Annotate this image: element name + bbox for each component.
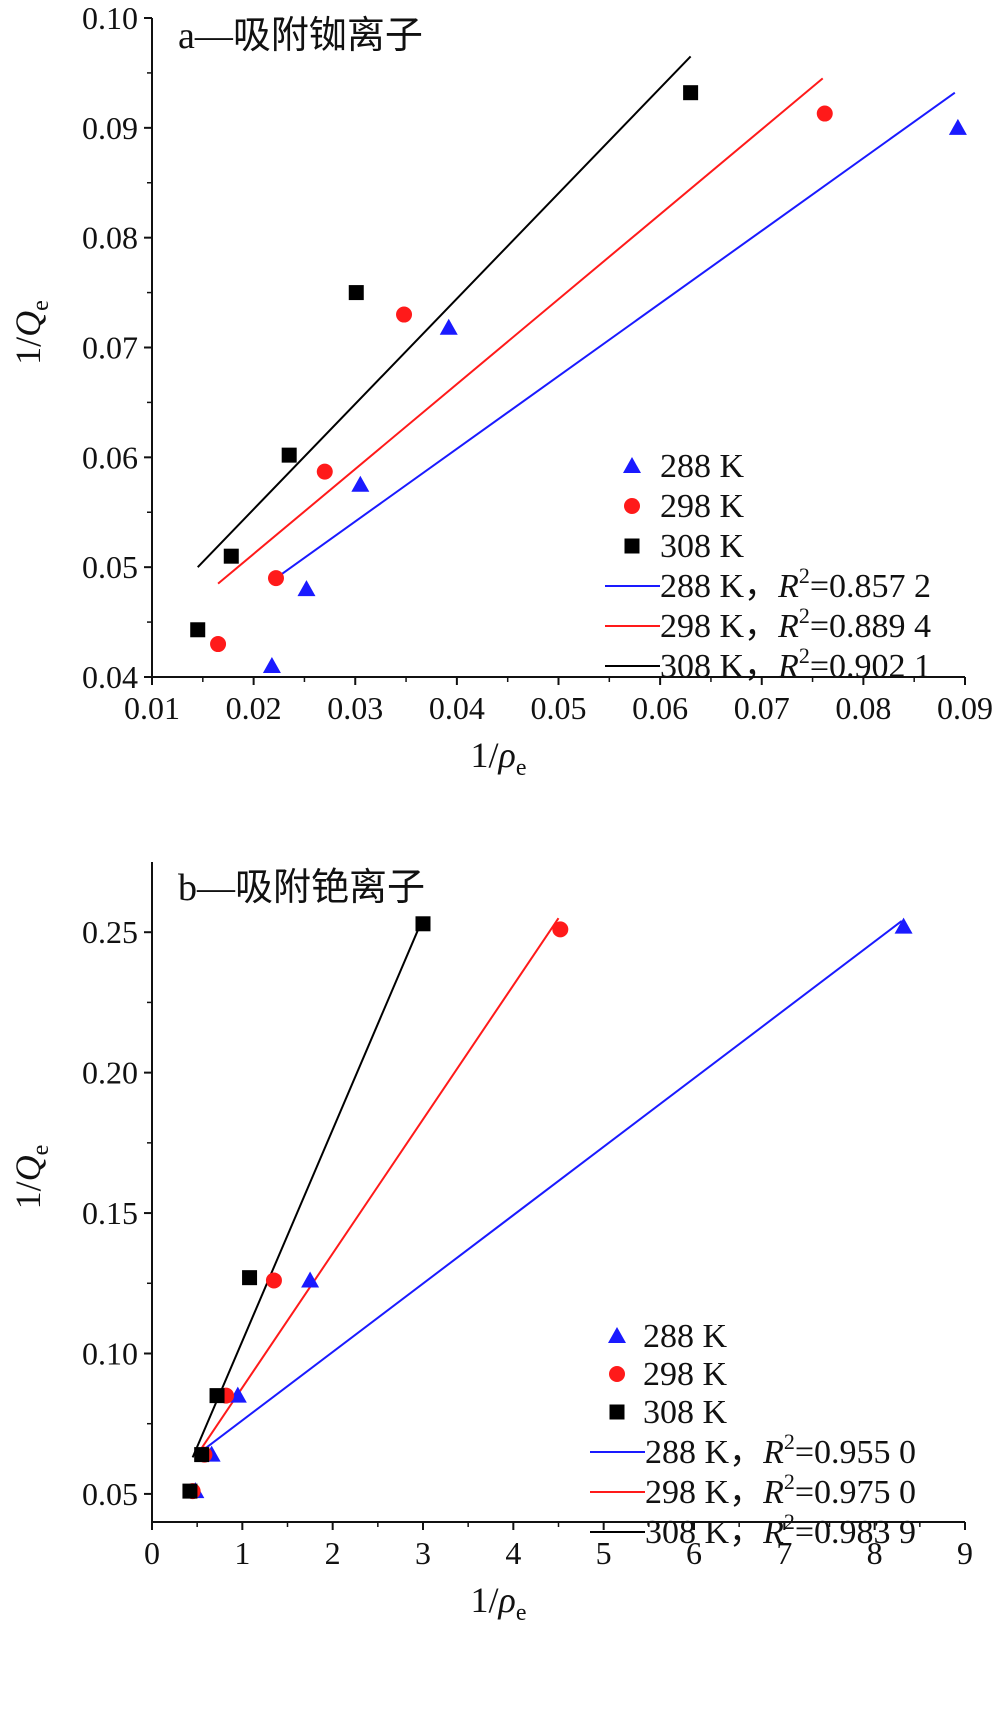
fit-line-308k [191,917,424,1458]
data-point-298k [210,636,227,653]
data-point-308k [194,1447,210,1463]
data-point-308k [182,1483,198,1499]
y-tick-label: 0.09 [82,110,138,146]
y-axis-label: 1/Qe [8,300,54,365]
panel-title: a—吸附铷离子 [178,15,423,57]
x-tick-label: 0.03 [327,690,383,726]
data-point-288k [297,580,316,597]
x-tick-label: 0.07 [734,690,790,726]
y-tick-label: 0.05 [82,549,138,585]
legend-fit-label: 288 K，R2=0.955 0 [645,1429,916,1471]
x-tick-label: 0.09 [937,690,993,726]
legend-marker [624,498,640,514]
data-point-308k [190,622,206,638]
y-tick-label: 0.04 [82,659,138,695]
x-tick-label: 0.06 [632,690,688,726]
y-tick-label: 0.25 [82,914,138,950]
legend-fit-label: 308 K，R2=0.983 9 [645,1509,916,1551]
data-point-308k [348,285,364,301]
legend-label: 308 K [643,1394,728,1431]
y-tick-label: 0.05 [82,1476,138,1512]
y-tick-label: 0.10 [82,0,138,36]
data-point-288k [351,475,370,492]
legend-fit-label: 288 K，R2=0.857 2 [660,563,931,605]
data-point-298k [816,105,833,122]
x-tick-label: 6 [686,1535,702,1571]
x-tick-label: 1 [234,1535,250,1571]
data-point-298k [316,463,333,480]
panel-a: 0.01 0.02 0.03 0.04 0.05 0.06 0.07 0.08 0.09 0.04… [8,0,993,781]
data-point-288k [439,318,458,335]
legend-label: 298 K [643,1356,728,1393]
y-tick-label: 0.15 [82,1195,138,1231]
legend-label: 308 K [660,528,745,565]
legend-marker [609,1366,625,1382]
x-tick-label: 0.01 [124,690,180,726]
data-point-288k [894,917,913,934]
data-point-288k [301,1271,320,1288]
legend-label: 288 K [643,1318,728,1355]
fit-line-298k [194,917,560,1458]
y-tick-label: 0.20 [82,1055,138,1091]
legend-fit-label: 298 K，R2=0.975 0 [645,1469,916,1511]
data-point-298k [552,921,569,938]
x-tick-label: 0.08 [835,690,891,726]
fit-line-308k [197,55,692,568]
x-tick-label: 2 [325,1535,341,1571]
legend-marker [623,457,641,473]
y-tick-label: 0.08 [82,220,138,256]
x-axis-label: 1/ρe [471,735,527,781]
data-point-298k [267,570,284,587]
legend-marker [609,1404,625,1420]
x-tick-label: 9 [957,1535,973,1571]
x-tick-label: 8 [867,1535,883,1571]
y-tick-label: 0.06 [82,439,138,475]
data-point-308k [242,1270,258,1286]
data-point-288k [948,118,967,135]
data-point-308k [209,1388,225,1404]
x-tick-label: 3 [415,1535,431,1571]
panel-b: 0 1 2 3 4 5 6 7 8 9 0.05 0.10 0.15 0.20 0.25 1/ρe 1/Qe b—… [8,862,973,1626]
data-point-308k [683,85,699,101]
x-tick-label: 0.05 [531,690,587,726]
data-point-308k [223,548,239,564]
legend-fit-label: 298 K，R2=0.889 4 [660,603,931,645]
x-tick-label: 0.04 [429,690,485,726]
x-tick-label: 5 [596,1535,612,1571]
y-tick-label: 0.07 [82,330,138,366]
fit-line-288k [275,91,956,579]
legend-marker [624,538,640,554]
y-axis-label: 1/Qe [8,1145,54,1210]
legend-marker [608,1327,626,1343]
legend-label: 298 K [660,488,745,525]
x-axis-label: 1/ρe [471,1580,527,1626]
x-tick-label: 7 [776,1535,792,1571]
y-tick-label: 0.10 [82,1335,138,1371]
legend-fit-label: 308 K，R2=0.902 1 [660,643,931,685]
data-point-298k [396,306,413,323]
x-tick-label: 0 [144,1535,160,1571]
fit-line-288k [196,920,903,1456]
data-point-308k [281,447,297,463]
data-point-298k [265,1272,282,1289]
legend-label: 288 K [660,448,745,485]
panel-title: b—吸附铯离子 [178,867,425,909]
x-tick-label: 0.02 [226,690,282,726]
data-point-308k [415,916,431,932]
x-tick-label: 4 [505,1535,521,1571]
fit-line-298k [217,77,824,585]
data-point-288k [262,657,281,674]
